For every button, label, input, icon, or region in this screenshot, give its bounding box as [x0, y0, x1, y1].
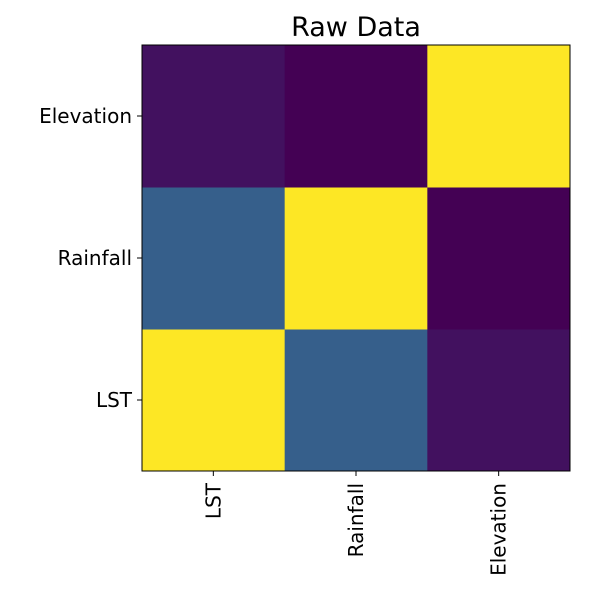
heatmap-cell-elevation-elevation	[427, 45, 571, 188]
heatmap-cell-lst-lst	[142, 329, 286, 472]
y-axis: LST Rainfall Elevation	[39, 104, 142, 412]
heatmap-cell-lst-elevation	[427, 329, 571, 472]
heatmap-cell-elevation-rainfall	[284, 45, 428, 188]
heatmap-cell-lst-rainfall	[284, 329, 428, 472]
heatmap-cells	[142, 45, 571, 472]
x-tick-label: Rainfall	[344, 483, 368, 557]
y-tick-label: LST	[96, 388, 133, 412]
x-tick-label: LST	[201, 482, 225, 519]
heatmap-cell-rainfall-elevation	[427, 187, 571, 330]
heatmap-cell-rainfall-rainfall	[284, 187, 428, 330]
heatmap-cell-rainfall-lst	[142, 187, 286, 330]
y-tick-label: Elevation	[39, 104, 132, 128]
y-tick-label: Rainfall	[58, 246, 132, 270]
heatmap-cell-elevation-lst	[142, 45, 286, 188]
x-tick-label: Elevation	[487, 483, 511, 576]
x-axis: LST Rainfall Elevation	[201, 471, 511, 576]
chart-title: Raw Data	[291, 12, 421, 43]
